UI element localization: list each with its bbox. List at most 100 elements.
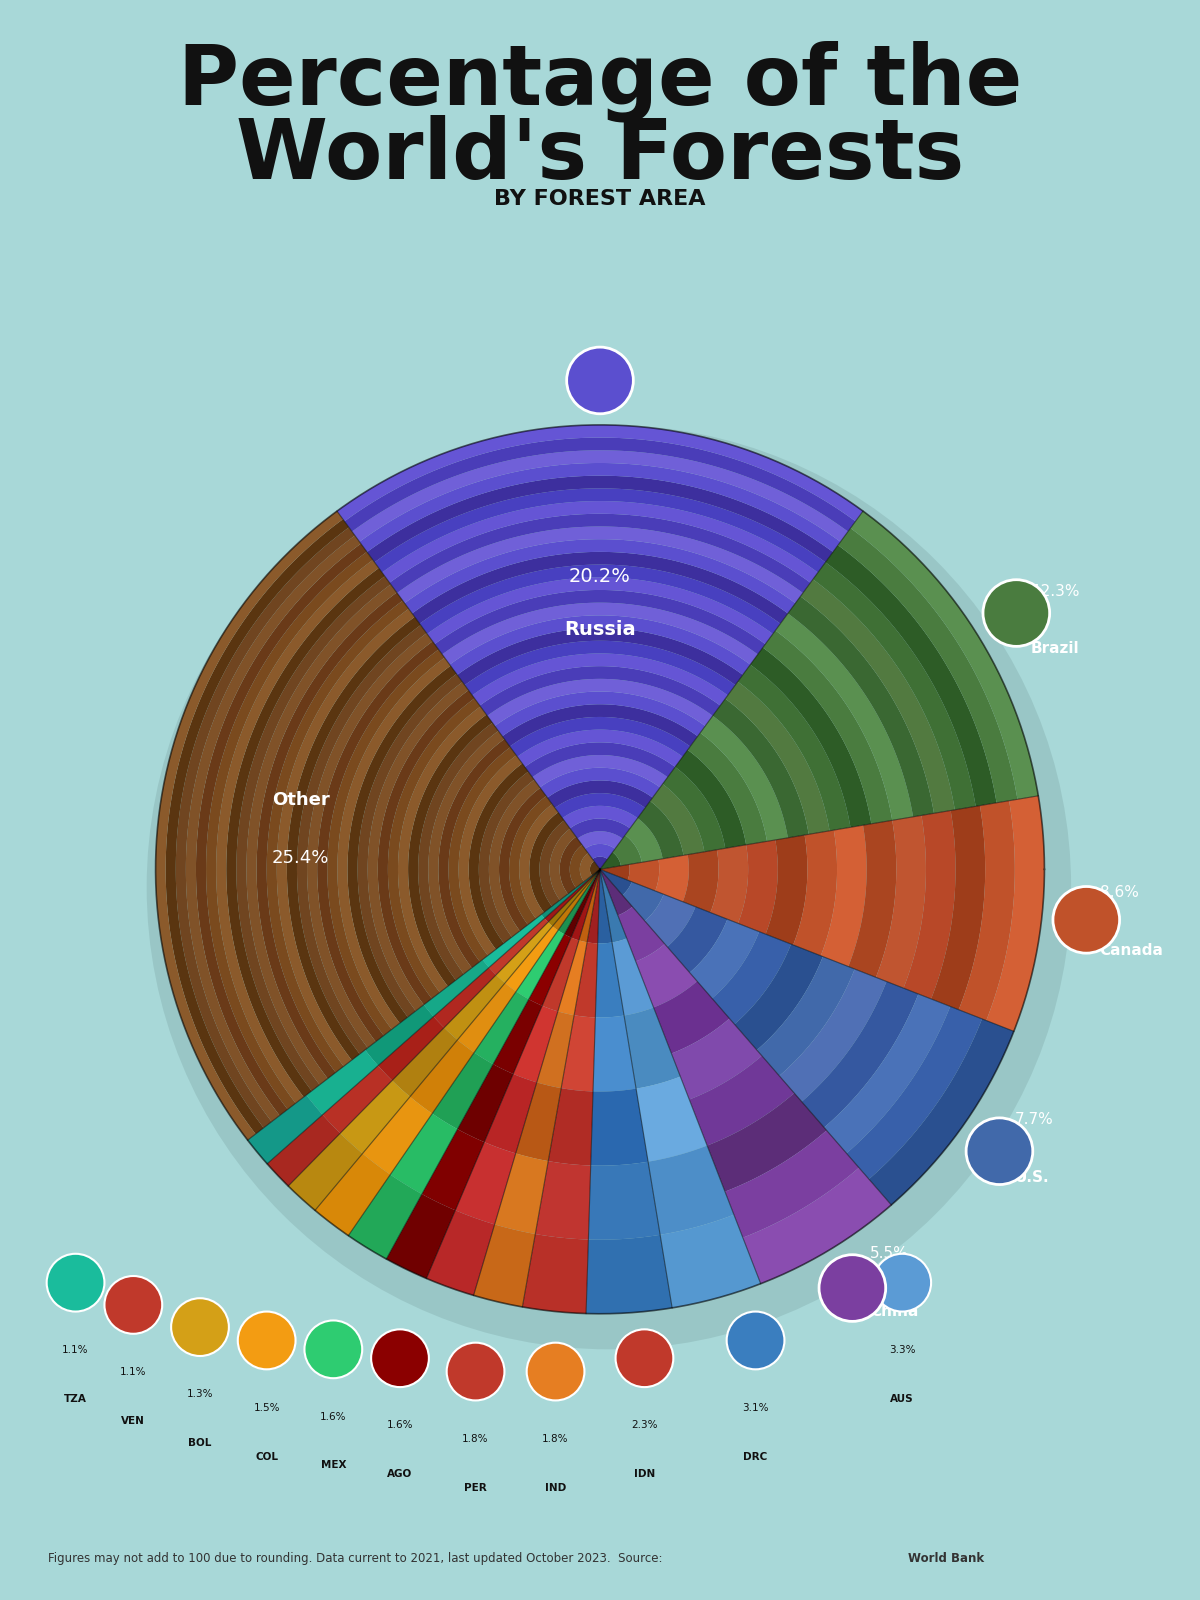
Polygon shape — [352, 450, 848, 542]
Polygon shape — [166, 520, 349, 1134]
Text: World Bank: World Bank — [908, 1552, 984, 1565]
Polygon shape — [412, 552, 788, 624]
Text: Other: Other — [272, 790, 330, 810]
Circle shape — [305, 1320, 362, 1378]
Polygon shape — [340, 1080, 410, 1154]
Polygon shape — [386, 1194, 455, 1278]
Text: 7.7%: 7.7% — [1014, 1112, 1054, 1126]
Polygon shape — [600, 869, 626, 942]
Polygon shape — [408, 715, 492, 986]
Text: 1.6%: 1.6% — [320, 1411, 347, 1421]
Polygon shape — [595, 942, 624, 1018]
Text: IDN: IDN — [634, 1469, 655, 1480]
Polygon shape — [570, 819, 630, 838]
Text: VEN: VEN — [121, 1416, 145, 1426]
Polygon shape — [550, 829, 576, 901]
Text: 20.2%: 20.2% — [569, 566, 631, 586]
Polygon shape — [397, 526, 803, 603]
Text: 1.6%: 1.6% — [386, 1421, 413, 1430]
Circle shape — [727, 1312, 785, 1370]
Polygon shape — [689, 1056, 794, 1146]
Polygon shape — [428, 731, 504, 974]
Polygon shape — [559, 837, 582, 894]
Polygon shape — [570, 845, 588, 888]
Polygon shape — [655, 854, 689, 902]
Text: BY FOREST AREA: BY FOREST AREA — [494, 189, 706, 208]
Polygon shape — [707, 1093, 827, 1192]
Polygon shape — [516, 930, 564, 1000]
Polygon shape — [654, 981, 730, 1053]
Polygon shape — [738, 840, 778, 934]
Polygon shape — [485, 1074, 536, 1154]
Polygon shape — [287, 618, 421, 1061]
Polygon shape — [545, 869, 600, 922]
Polygon shape — [734, 944, 823, 1050]
Polygon shape — [418, 723, 498, 981]
Polygon shape — [367, 475, 833, 562]
Polygon shape — [517, 730, 683, 766]
Polygon shape — [488, 779, 540, 938]
Text: 12.3%: 12.3% — [1031, 584, 1080, 598]
Polygon shape — [378, 690, 474, 1005]
Polygon shape — [824, 994, 950, 1154]
Polygon shape — [156, 510, 343, 1141]
Polygon shape — [548, 1088, 593, 1165]
Polygon shape — [206, 552, 373, 1109]
Polygon shape — [494, 1154, 548, 1234]
Polygon shape — [959, 800, 1015, 1021]
Polygon shape — [426, 1210, 494, 1296]
Polygon shape — [541, 869, 600, 918]
Polygon shape — [688, 733, 767, 845]
Polygon shape — [175, 528, 355, 1128]
Polygon shape — [479, 771, 534, 942]
Text: 1.1%: 1.1% — [62, 1346, 89, 1355]
Polygon shape — [450, 616, 750, 675]
Polygon shape — [775, 613, 913, 821]
Polygon shape — [660, 1214, 761, 1307]
Polygon shape — [636, 944, 697, 1008]
Polygon shape — [600, 853, 620, 869]
Circle shape — [874, 1254, 931, 1312]
Polygon shape — [590, 861, 600, 875]
Polygon shape — [623, 882, 664, 922]
Polygon shape — [590, 1088, 648, 1166]
Polygon shape — [422, 1130, 485, 1210]
Polygon shape — [821, 826, 866, 966]
Circle shape — [983, 579, 1050, 646]
Polygon shape — [307, 634, 433, 1048]
Polygon shape — [580, 853, 594, 882]
Polygon shape — [838, 528, 1018, 803]
Polygon shape — [539, 821, 570, 906]
Polygon shape — [562, 1016, 595, 1091]
Polygon shape — [433, 968, 496, 1027]
Polygon shape — [986, 795, 1044, 1032]
Polygon shape — [876, 816, 926, 989]
Polygon shape — [690, 918, 760, 998]
Polygon shape — [296, 626, 427, 1054]
Polygon shape — [713, 699, 809, 838]
Polygon shape — [600, 864, 630, 880]
Polygon shape — [618, 907, 665, 962]
Text: 8.6%: 8.6% — [1099, 885, 1139, 899]
Polygon shape — [667, 907, 727, 973]
Polygon shape — [358, 674, 462, 1018]
Polygon shape — [637, 802, 684, 859]
Polygon shape — [186, 536, 361, 1122]
Polygon shape — [584, 843, 616, 859]
Polygon shape — [600, 869, 632, 915]
Polygon shape — [578, 869, 600, 942]
Polygon shape — [650, 784, 704, 856]
Polygon shape — [738, 664, 851, 830]
Polygon shape — [624, 1008, 680, 1088]
Polygon shape — [766, 835, 808, 946]
Polygon shape — [510, 717, 690, 757]
Polygon shape — [503, 704, 697, 747]
Polygon shape — [662, 766, 725, 851]
Text: 1.1%: 1.1% — [120, 1366, 146, 1378]
Polygon shape — [348, 1174, 422, 1259]
Polygon shape — [600, 869, 632, 894]
Polygon shape — [529, 813, 564, 912]
Polygon shape — [564, 869, 600, 938]
Circle shape — [172, 1298, 229, 1355]
Polygon shape — [505, 926, 558, 992]
